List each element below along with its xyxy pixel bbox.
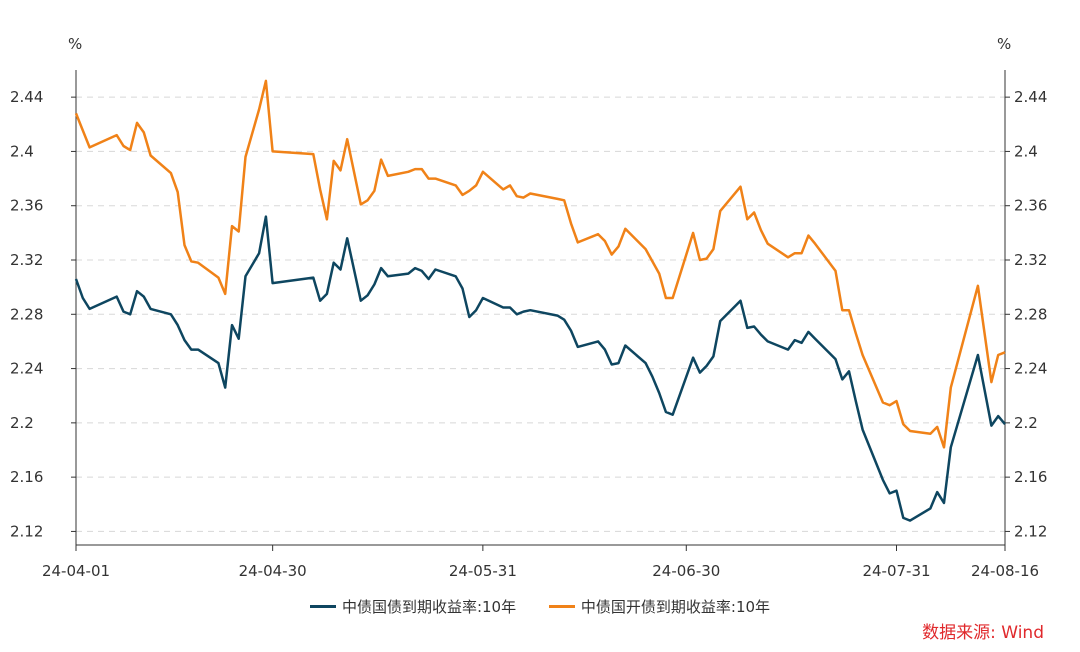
y-tick-label-right: 2.36 <box>1014 197 1047 215</box>
x-tick-label: 24-05-31 <box>449 562 517 580</box>
y-tick-label-right: 2.28 <box>1014 305 1047 323</box>
legend-item-policy-bank: 中债国开债到期收益率:10年 <box>548 596 771 617</box>
legend-swatch-treasury <box>309 605 336 608</box>
y-tick-label-right: 2.12 <box>1014 522 1047 540</box>
x-tick-label: 24-04-30 <box>239 562 307 580</box>
legend-swatch-policy-bank <box>548 605 575 608</box>
y-tick-label-right: 2.24 <box>1014 360 1047 378</box>
x-tick-label: 24-08-16 <box>971 562 1039 580</box>
gridlines <box>76 96 1005 532</box>
y-tick-label-left: 2.36 <box>10 197 43 215</box>
legend-label-treasury: 中债国债到期收益率:10年 <box>341 598 517 616</box>
y-tick-label-left: 2.12 <box>10 522 43 540</box>
y-tick-label-left: 2.2 <box>10 414 34 432</box>
left-axis-unit: % <box>68 35 82 53</box>
legend-label-policy-bank: 中债国开债到期收益率:10年 <box>580 598 771 616</box>
x-tick-label: 24-07-31 <box>862 562 930 580</box>
y-tick-label-right: 2.2 <box>1014 414 1038 432</box>
legend: 中债国债到期收益率:10年 中债国开债到期收益率:10年 <box>0 594 1080 617</box>
y-tick-label-left: 2.32 <box>10 251 43 269</box>
y-tick-label-right: 2.16 <box>1014 468 1047 486</box>
y-tick-label-right: 2.32 <box>1014 251 1047 269</box>
y-tick-labels: 2.12 2.12 2.16 2.16 2.2 2.2 2.24 2.24 2.28 2.28 2.… <box>10 88 1047 540</box>
y-tick-label-left: 2.16 <box>10 468 43 486</box>
data-source-note: 数据来源: Wind <box>922 623 1044 643</box>
right-axis-unit: % <box>997 35 1011 53</box>
series-line-2 <box>74 79 1006 449</box>
legend-item-treasury: 中债国债到期收益率:10年 <box>309 596 517 617</box>
series-lines <box>74 79 1006 522</box>
y-tick-label-left: 2.44 <box>10 88 43 106</box>
y-tick-label-left: 2.28 <box>10 305 43 323</box>
y-tick-label-left: 2.24 <box>10 360 43 378</box>
y-tick-label-right: 2.4 <box>1014 142 1038 160</box>
y-tick-label-right: 2.44 <box>1014 88 1047 106</box>
x-tick-label: 24-04-01 <box>42 562 110 580</box>
series-line-1 <box>74 215 1006 522</box>
x-tick-label: 24-06-30 <box>652 562 720 580</box>
y-tick-label-left: 2.4 <box>10 142 34 160</box>
x-tick-labels: 24-04-01 24-04-30 24-05-31 24-06-30 24-07-31… <box>42 545 1039 580</box>
